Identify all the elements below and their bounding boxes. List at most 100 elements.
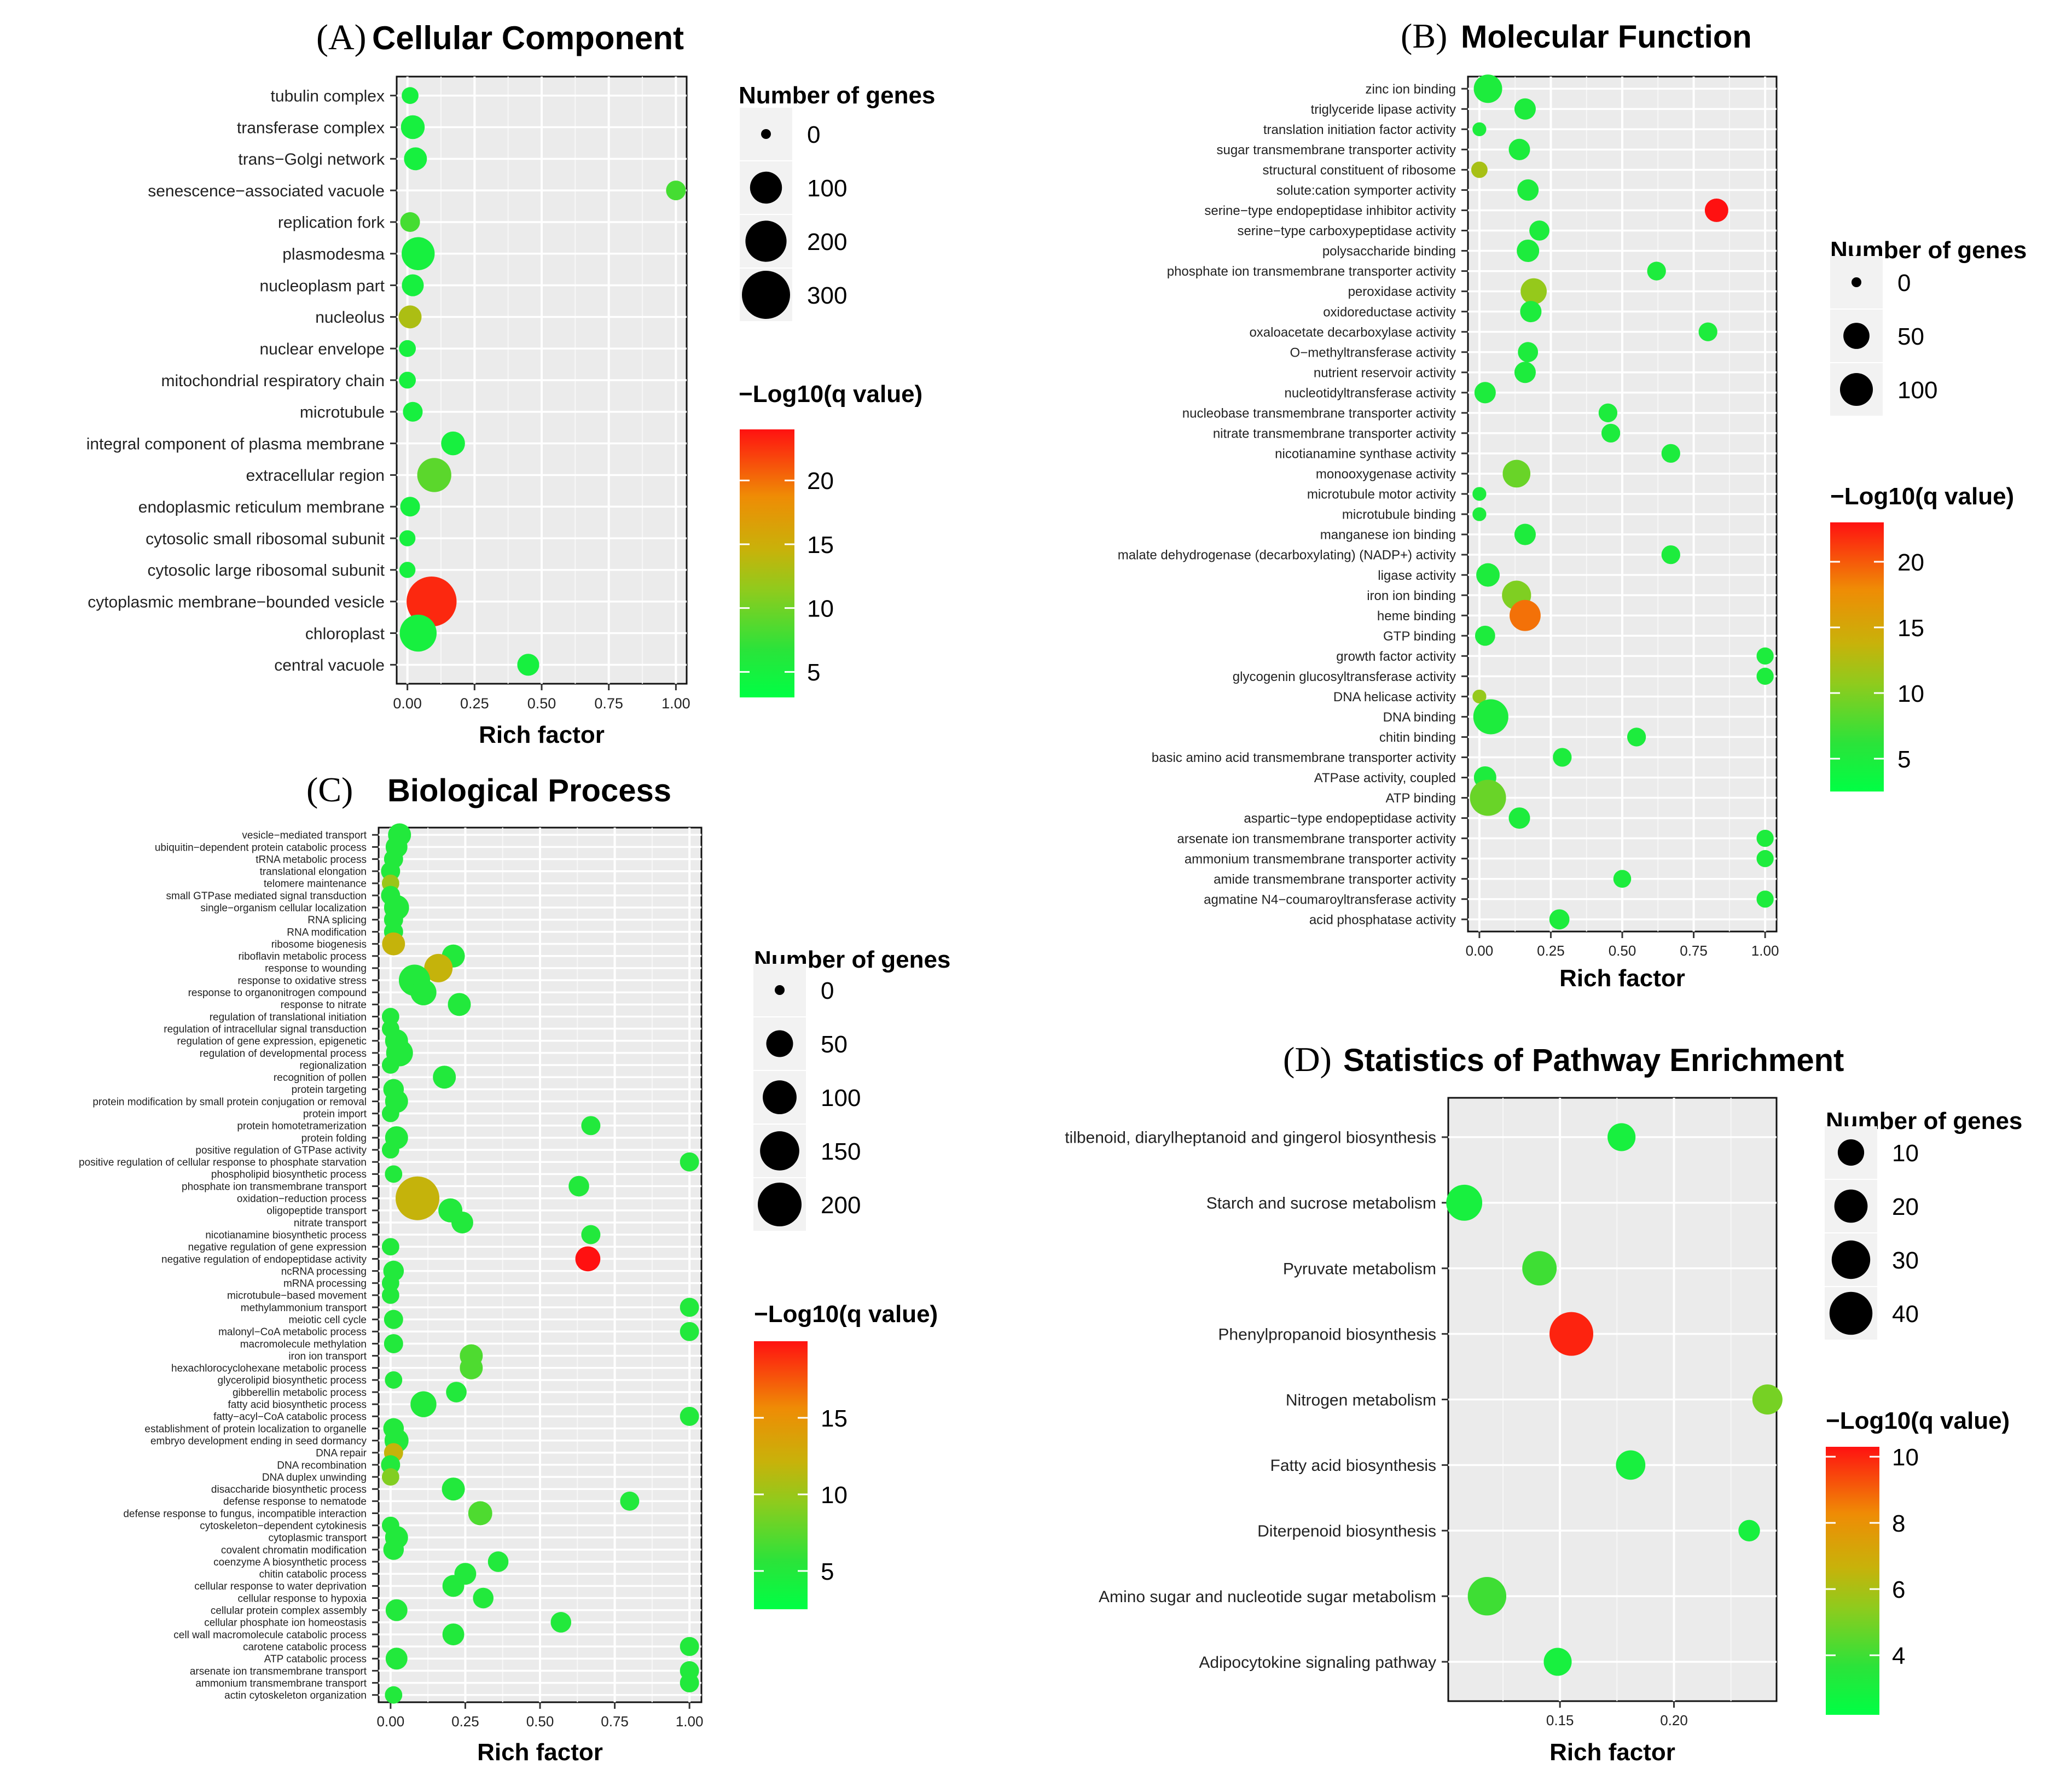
data-point [402,237,435,270]
color-legend-label: 10 [1892,1444,1919,1471]
data-point [400,497,420,517]
category-label: microtubule [300,404,385,422]
category-label: response to nitrate [281,999,367,1011]
data-point [400,212,420,232]
data-point [1661,545,1680,564]
category-label: positive regulation of GTPase activity [195,1145,367,1156]
data-point [381,1274,399,1292]
data-point [442,1623,465,1645]
x-tick-label: 0.25 [460,695,489,712]
data-point [381,1455,401,1475]
data-point [396,1176,440,1220]
data-point [1522,1251,1557,1286]
category-label: cellular response to water deprivation [194,1581,367,1592]
category-label: nucleobase transmembrane transporter act… [1182,406,1456,421]
category-label: basic amino acid transmembrane transport… [1152,750,1456,765]
data-point [1476,563,1500,587]
data-point [1470,779,1506,816]
category-label: triglyceride lipase activity [1311,102,1456,117]
data-point [441,431,465,456]
category-label: malonyl−CoA metabolic process [218,1326,367,1338]
data-point [1510,600,1541,631]
data-point [1472,689,1487,704]
color-legend-label: 15 [807,532,834,558]
category-label: monooxygenase activity [1316,467,1456,482]
x-axis-title: Rich factor [1549,1739,1675,1766]
category-label: O−methyltransferase activity [1290,345,1456,360]
data-point [680,1406,699,1426]
color-legend-title: −Log10(q value) [1826,1407,2010,1434]
color-legend: −Log10(q value) 20 15 10 5 [739,381,922,697]
category-label: translation initiation factor activity [1263,123,1456,137]
category-label: nuclear envelope [259,340,385,358]
category-label: nucleoplasm part [260,277,385,295]
data-point [680,1637,699,1656]
data-point [680,1673,699,1693]
size-legend-label: 0 [1897,270,1911,296]
data-point [1613,870,1632,888]
color-legend-label: 20 [807,468,834,494]
x-tick-label: 0.20 [1660,1712,1688,1728]
data-point [1473,74,1502,103]
category-label: cellular phosphate ion homeostasis [204,1617,367,1629]
category-label: chitin binding [1379,730,1456,745]
panel-letter: (C) [306,770,353,809]
data-point [446,1382,467,1402]
data-point [384,1309,403,1329]
data-point [1517,179,1539,201]
data-point [1472,487,1487,501]
color-legend-label: 6 [1892,1576,1905,1603]
category-label: nitrate transmembrane transporter activi… [1213,427,1456,441]
category-label: telomere maintenance [264,878,367,890]
category-label: manganese ion binding [1320,528,1456,543]
category-label: peroxidase activity [1348,284,1456,299]
category-label: glycogenin glucosyltransferase activity [1233,670,1456,684]
size-legend-label: 30 [1892,1247,1919,1274]
data-point [381,1141,399,1159]
category-label: meiotic cell cycle [288,1314,367,1326]
data-point [1508,138,1530,160]
category-label: ATP catabolic process [264,1654,367,1665]
category-label: ncRNA processing [281,1266,367,1277]
data-point [1502,459,1531,488]
color-legend: −Log10(q value) 20 15 10 5 [1830,483,2014,791]
category-label: nitrate transport [294,1218,367,1229]
category-label: response to wounding [265,963,367,975]
category-label: glycerolipid biosynthetic process [218,1375,367,1387]
data-point [1543,1648,1572,1676]
data-point [385,1165,403,1183]
category-label: regulation of intracellular signal trans… [164,1023,367,1035]
category-label: microtubule−based movement [227,1290,367,1302]
data-point [1616,1450,1646,1480]
category-label: senescence−associated vacuole [148,182,385,200]
data-point [550,1612,572,1633]
color-legend-label: 5 [821,1558,834,1585]
category-label: covalent chromatin modification [221,1545,367,1556]
category-label: cellular response to hypoxia [237,1593,367,1604]
category-label: amide transmembrane transporter activity [1214,872,1456,887]
data-point [1698,322,1717,341]
category-label: fatty−acyl−CoA catabolic process [213,1411,367,1423]
size-legend-title: Number of genes [739,82,935,109]
category-label: regulation of developmental process [200,1048,367,1060]
category-label: oxidoreductase activity [1323,305,1456,319]
color-legend: −Log10(q value) 15 10 5 [754,1301,938,1609]
data-point [473,1587,494,1609]
color-legend-label: 10 [807,596,834,622]
category-label: solute:cation symporter activity [1276,183,1456,198]
category-label: Phenylpropanoid biosynthesis [1218,1325,1436,1343]
data-point [1529,220,1549,241]
data-point [581,1225,601,1244]
x-tick-label: 1.00 [676,1713,704,1730]
category-label: ammonium transmembrane transporter activ… [1185,852,1456,866]
data-point [424,953,453,982]
category-label: single−organism cellular localization [200,903,367,914]
category-label: mRNA processing [283,1278,367,1290]
chart-title: Statistics of Pathway Enrichment [1343,1043,1844,1078]
data-point [403,401,423,422]
category-label: tilbenoid, diarylheptanoid and gingerol … [1065,1129,1436,1147]
chart-title: Cellular Component [372,20,684,56]
data-point [680,1152,699,1172]
x-tick-label: 0.75 [594,695,623,712]
category-label: Nitrogen metabolism [1286,1391,1436,1409]
